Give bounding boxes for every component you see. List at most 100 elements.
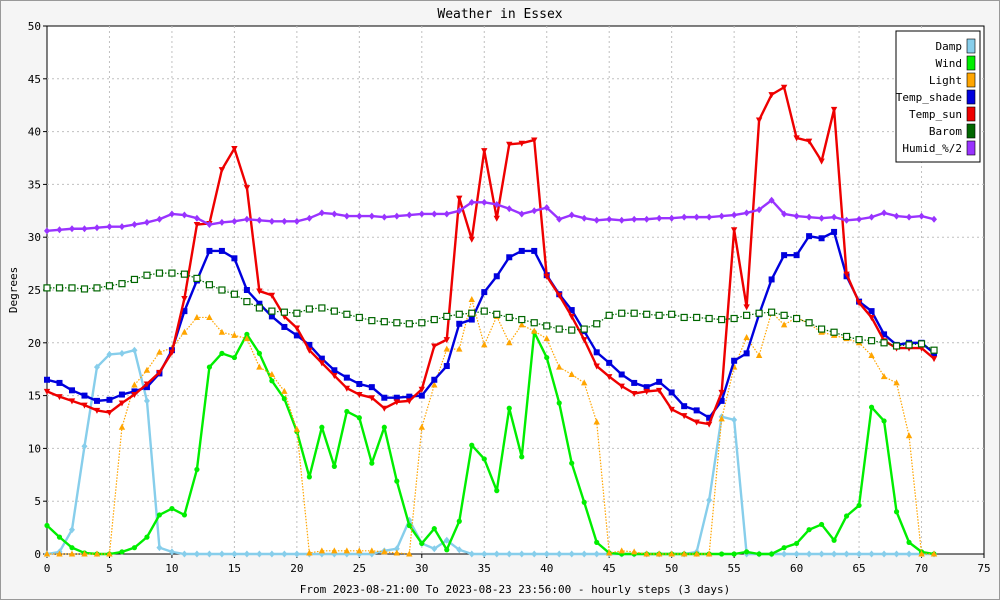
data-point-temp-shade [318, 355, 325, 362]
data-point-temp-sun [493, 215, 500, 222]
data-point-humid-2 [81, 225, 88, 233]
data-point-temp-sun [780, 84, 788, 91]
data-point-temp-shade [331, 367, 338, 374]
data-point-temp-sun [106, 409, 113, 416]
data-point-temp-shade [393, 394, 400, 401]
y-tick-label: 0 [34, 548, 41, 561]
data-point-damp [456, 546, 463, 554]
data-point-temp-shade [506, 254, 513, 261]
data-point-temp-sun [256, 288, 263, 295]
data-point-wind [119, 549, 125, 555]
legend-label-temp-sun: Temp_sun [909, 108, 962, 121]
data-point-light [468, 296, 475, 303]
data-point-wind [719, 551, 725, 557]
axes: 0 5 10 15 20 25 30 35 40 45 50 0 5 10 15 20 25 30 35 40 45 50… [28, 20, 991, 575]
data-point-humid-2 [643, 215, 650, 223]
data-point-humid-2 [906, 213, 913, 221]
data-point-damp [443, 536, 450, 544]
data-point-humid-2 [881, 209, 888, 217]
data-point-humid-2 [706, 213, 713, 221]
data-point-temp-shade [68, 387, 75, 394]
data-point-barom [80, 285, 89, 293]
y-tick-label: 40 [28, 126, 41, 139]
data-point-damp [293, 550, 300, 558]
data-point-humid-2 [831, 213, 838, 221]
data-point-temp-sun [518, 140, 525, 147]
data-point-humid-2 [318, 209, 325, 217]
data-point-barom [255, 304, 263, 312]
data-point-damp [206, 550, 213, 558]
data-point-light [393, 549, 401, 556]
data-point-wind [194, 466, 200, 473]
y-tick-label: 5 [34, 495, 41, 508]
data-point-barom [493, 310, 501, 318]
data-point-damp [118, 349, 125, 357]
data-point-light [705, 550, 713, 557]
data-point-light [618, 547, 625, 554]
data-point-temp-shade [593, 349, 600, 356]
data-point-temp-shade [493, 273, 500, 280]
data-point-temp-sun [356, 392, 363, 399]
y-tick-label: 25 [28, 284, 41, 297]
data-point-temp-sun [318, 360, 326, 367]
data-point-barom [817, 325, 826, 333]
data-point-temp-sun [581, 337, 588, 344]
data-point-temp-shade [56, 379, 63, 386]
data-point-humid-2 [556, 215, 563, 223]
data-point-damp [806, 550, 813, 558]
data-point-humid-2 [756, 206, 763, 214]
data-point-light [568, 370, 575, 377]
data-point-temp-shade [243, 287, 250, 293]
data-point-temp-sun [93, 407, 101, 414]
data-point-light [243, 335, 251, 342]
data-point-wind [206, 364, 213, 370]
data-point-humid-2 [356, 212, 363, 220]
legend-label-damp: Damp [936, 40, 963, 53]
data-point-humid-2 [418, 210, 425, 218]
data-point-temp-sun [630, 390, 638, 397]
data-point-humid-2 [343, 212, 350, 220]
data-point-barom [743, 311, 751, 319]
data-point-temp-shade [206, 247, 213, 254]
data-point-temp-shade [256, 300, 263, 307]
data-point-light [680, 550, 688, 557]
data-point-temp-shade [281, 323, 288, 330]
data-point-humid-2 [618, 216, 625, 224]
data-point-barom [68, 284, 76, 292]
data-point-temp-shade [681, 403, 688, 410]
data-point-temp-shade [368, 384, 375, 391]
data-point-light [356, 547, 363, 554]
data-point-light [880, 373, 888, 380]
data-point-temp-sun [618, 383, 625, 390]
data-point-light [193, 313, 201, 320]
data-point-humid-2 [768, 196, 775, 204]
data-point-damp [268, 550, 275, 558]
data-point-wind [306, 474, 312, 480]
data-point-barom [917, 340, 926, 348]
data-point-barom [55, 284, 64, 292]
data-point-damp [506, 550, 513, 558]
data-point-damp [831, 550, 838, 558]
data-point-temp-sun [506, 141, 513, 148]
data-point-wind [331, 463, 337, 469]
data-point-light [668, 550, 675, 557]
data-point-temp-sun [131, 392, 138, 399]
data-point-humid-2 [468, 198, 475, 206]
legend-swatch-temp-sun [966, 106, 976, 122]
x-tick-label: 70 [915, 562, 928, 575]
data-point-light [581, 379, 588, 386]
data-point-humid-2 [793, 212, 800, 220]
data-point-temp-shade [781, 252, 788, 259]
data-point-wind [881, 418, 887, 424]
data-point-temp-shade [443, 363, 450, 370]
x-tick-label: 0 [44, 562, 51, 575]
data-point-humid-2 [268, 217, 275, 225]
data-point-light [131, 381, 138, 388]
data-point-humid-2 [518, 210, 525, 218]
data-point-damp [468, 550, 475, 558]
series-layer [43, 84, 938, 558]
data-point-temp-sun [118, 400, 126, 407]
data-point-wind [281, 396, 287, 402]
data-point-humid-2 [868, 213, 875, 221]
x-tick-label: 65 [852, 562, 865, 575]
